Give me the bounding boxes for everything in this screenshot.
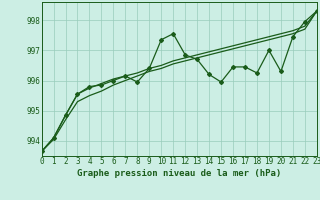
- X-axis label: Graphe pression niveau de la mer (hPa): Graphe pression niveau de la mer (hPa): [77, 169, 281, 178]
